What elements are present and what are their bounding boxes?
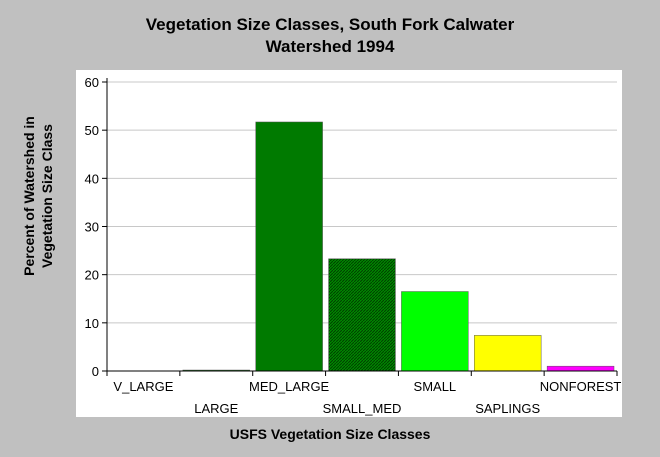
y-tick-label-0: 0 bbox=[92, 364, 99, 379]
bar-small-med bbox=[328, 258, 396, 372]
x-tick-label-nonforest: NONFOREST bbox=[540, 379, 622, 394]
chart-title-line-2: Watershed 1994 bbox=[265, 37, 395, 56]
y-axis-label-line-2: Vegetation Size Class bbox=[39, 124, 55, 268]
bar-saplings bbox=[474, 335, 542, 372]
y-tick-label-60: 60 bbox=[85, 75, 99, 90]
y-tick-label-40: 40 bbox=[85, 171, 99, 186]
x-tick-label-saplings: SAPLINGS bbox=[475, 401, 540, 416]
bar-small bbox=[401, 291, 469, 372]
y-tick-label-50: 50 bbox=[85, 123, 99, 138]
bar-nonforest bbox=[546, 365, 615, 372]
y-tick-label-30: 30 bbox=[85, 220, 99, 235]
y-tick-label-10: 10 bbox=[85, 316, 99, 331]
x-tick-label-small-med: SMALL_MED bbox=[323, 401, 402, 416]
bar-med-large bbox=[255, 121, 323, 372]
chart-title: Vegetation Size Classes, South Fork Calw… bbox=[0, 14, 660, 58]
x-tick-label-med-large: MED_LARGE bbox=[249, 379, 330, 394]
x-tick-label-small: SMALL bbox=[414, 379, 457, 394]
y-axis-label-line-1: Percent of Watershed in bbox=[21, 116, 37, 276]
y-tick-label-20: 20 bbox=[85, 268, 99, 283]
chart-title-line-1: Vegetation Size Classes, South Fork Calw… bbox=[145, 15, 515, 34]
x-tick-label-v-large: V_LARGE bbox=[113, 379, 173, 394]
x-axis-label: USFS Vegetation Size Classes bbox=[229, 426, 431, 442]
x-tick-label-large: LARGE bbox=[194, 401, 238, 416]
